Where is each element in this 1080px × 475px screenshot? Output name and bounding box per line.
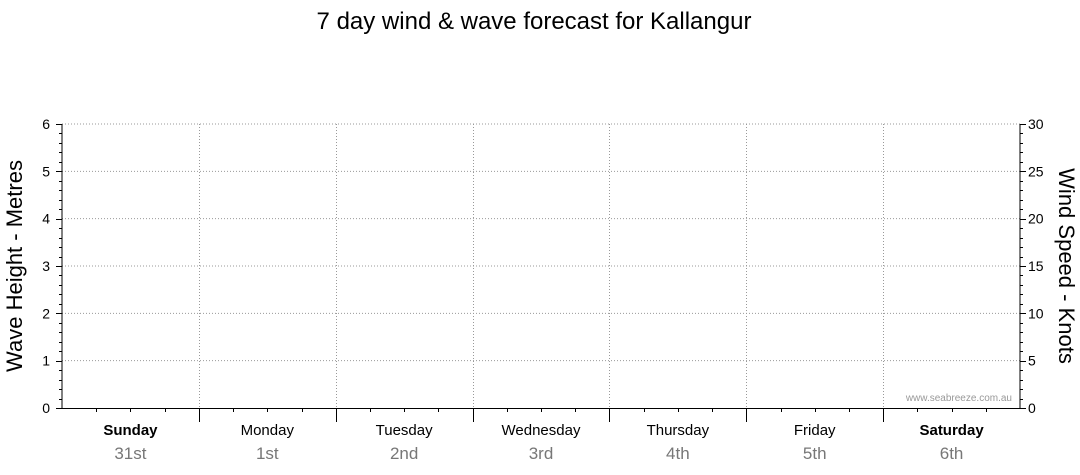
left-axis-title: Wave Height - Metres — [2, 160, 27, 372]
left-tick-label: 1 — [42, 353, 50, 369]
day-name-label: Thursday — [647, 422, 710, 439]
right-tick-label: 25 — [1028, 163, 1044, 179]
axes — [56, 124, 1026, 422]
left-tick-label: 3 — [42, 258, 50, 274]
right-tick-label: 15 — [1028, 258, 1044, 274]
right-tick-label: 0 — [1028, 400, 1036, 416]
left-tick-label: 6 — [42, 116, 50, 132]
day-date-label: 3rd — [529, 444, 554, 463]
day-name-label: Friday — [794, 422, 836, 439]
left-tick-label: 2 — [42, 305, 50, 321]
day-date-label: 31st — [114, 444, 146, 463]
right-tick-label: 5 — [1028, 353, 1036, 369]
left-tick-label: 4 — [42, 211, 50, 227]
grid — [62, 123, 1020, 408]
day-date-label: 4th — [666, 444, 690, 463]
day-name-label: Wednesday — [502, 422, 581, 439]
day-name-label: Sunday — [103, 422, 158, 439]
day-name-label: Monday — [241, 422, 295, 439]
watermark: www.seabreeze.com.au — [905, 393, 1012, 404]
day-date-label: 5th — [803, 444, 827, 463]
right-tick-label: 30 — [1028, 116, 1044, 132]
chart-title: 7 day wind & wave forecast for Kallangur — [317, 8, 752, 35]
left-tick-label: 5 — [42, 163, 50, 179]
right-tick-label: 10 — [1028, 305, 1044, 321]
right-axis-title: Wind Speed - Knots — [1054, 168, 1079, 364]
day-date-label: 2nd — [390, 444, 418, 463]
right-tick-label: 20 — [1028, 211, 1044, 227]
day-date-label: 1st — [256, 444, 279, 463]
tick-labels: 0 1 2 3 4 5 6 0 5 10 15 20 25 30 Sunday 31st Monday 1st Tu… — [42, 116, 1044, 463]
day-name-label: Saturday — [919, 422, 984, 439]
left-tick-label: 0 — [42, 400, 50, 416]
day-name-label: Tuesday — [376, 422, 433, 439]
day-date-label: 6th — [940, 444, 964, 463]
